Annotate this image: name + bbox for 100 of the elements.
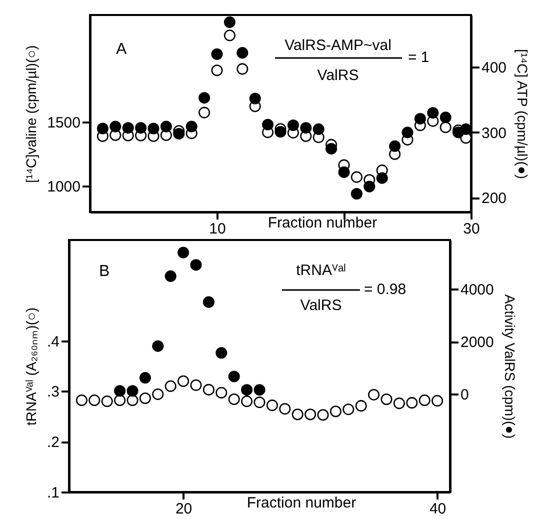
y-tick-label: .4: [46, 333, 60, 350]
point: [368, 388, 380, 400]
point: [202, 296, 214, 308]
point: [126, 385, 138, 397]
point: [380, 394, 392, 406]
point: [152, 388, 164, 400]
point: [224, 16, 236, 28]
point: [274, 126, 286, 138]
x-tick-label: 30: [463, 220, 480, 238]
point: [317, 409, 329, 421]
point: [418, 394, 430, 406]
x-tick-label: 20: [175, 500, 192, 518]
point: [190, 379, 202, 391]
point: [178, 246, 190, 258]
point: [376, 172, 388, 184]
annotation: tRNAⱽᵃˡ: [296, 262, 346, 279]
point: [88, 394, 100, 406]
point: [178, 375, 190, 387]
point: [122, 122, 134, 134]
x-axis-title: Fraction number: [268, 214, 378, 232]
x-tick-label: 40: [429, 500, 446, 518]
point: [440, 122, 452, 134]
y-axis-title: tRNAⱽᵃˡ (A₂₆₀ₙₘ)(○): [22, 307, 39, 426]
point: [338, 166, 350, 178]
point: [148, 122, 160, 134]
point: [135, 122, 147, 134]
point: [216, 347, 228, 359]
point: [211, 64, 223, 76]
annotation: = 0.98: [364, 281, 406, 298]
y-axis-title: [¹⁴C]valine (cpm/µl)(○): [23, 45, 40, 183]
point: [96, 122, 108, 134]
point: [114, 394, 126, 406]
point: [228, 370, 240, 382]
point: [393, 398, 405, 410]
point: [330, 406, 342, 418]
point: [249, 92, 261, 104]
point: [186, 120, 198, 132]
point: [164, 270, 176, 282]
point: [216, 386, 228, 398]
point: [139, 372, 151, 384]
annotation: ValRS: [300, 297, 342, 314]
point: [236, 63, 248, 75]
point: [389, 140, 401, 152]
point: [164, 380, 176, 392]
point: [173, 128, 185, 140]
point: [279, 403, 291, 415]
annotation: A: [116, 41, 127, 58]
y2-tick-label: 0: [460, 386, 469, 404]
point: [266, 400, 278, 412]
y-tick-label: .1: [46, 484, 60, 502]
point: [406, 397, 418, 409]
point: [198, 92, 210, 104]
y2-tick-label: 200: [482, 190, 507, 208]
x-axis-title: Fraction number: [246, 494, 356, 512]
point: [364, 180, 376, 192]
point: [228, 394, 240, 406]
point: [139, 392, 151, 404]
point: [241, 396, 253, 408]
point: [402, 126, 414, 138]
point: [126, 394, 138, 406]
point: [304, 408, 316, 420]
point: [110, 120, 122, 132]
point: [114, 385, 126, 397]
point: [350, 171, 362, 183]
y-tick-label: .3: [46, 384, 60, 401]
point: [152, 340, 164, 352]
y-tick-label: .2: [46, 434, 60, 452]
point: [241, 384, 253, 396]
annotation: B: [99, 263, 110, 280]
y2-tick-label: 400: [482, 60, 507, 77]
annotation: ValRS-AMP~val: [284, 37, 392, 54]
point: [440, 112, 452, 124]
annotation: ValRS: [317, 67, 359, 84]
point: [211, 48, 223, 60]
point: [254, 396, 266, 408]
point: [312, 123, 324, 135]
point: [160, 120, 172, 132]
point: [427, 107, 439, 119]
annotation: = 1: [408, 49, 430, 66]
point: [300, 122, 312, 134]
y2-tick-label: 300: [482, 124, 507, 142]
point: [101, 396, 113, 408]
point: [198, 106, 210, 118]
point: [287, 119, 299, 132]
point: [224, 30, 236, 42]
point: [292, 408, 304, 420]
y-tick-label: 1000: [47, 178, 80, 196]
point: [350, 188, 362, 200]
point: [236, 47, 248, 59]
y2-axis-title: [¹⁴C] ATP (cpm/µl)(●): [514, 48, 531, 180]
y2-tick-label: 4000: [460, 282, 494, 299]
point: [355, 400, 367, 412]
x-tick-label: 10: [209, 220, 226, 238]
point: [414, 112, 426, 124]
point: [326, 142, 338, 154]
point: [190, 259, 202, 271]
y-tick-label: 1500: [47, 114, 80, 132]
y2-tick-label: 2000: [460, 334, 494, 352]
point: [262, 118, 274, 130]
point: [342, 404, 354, 416]
